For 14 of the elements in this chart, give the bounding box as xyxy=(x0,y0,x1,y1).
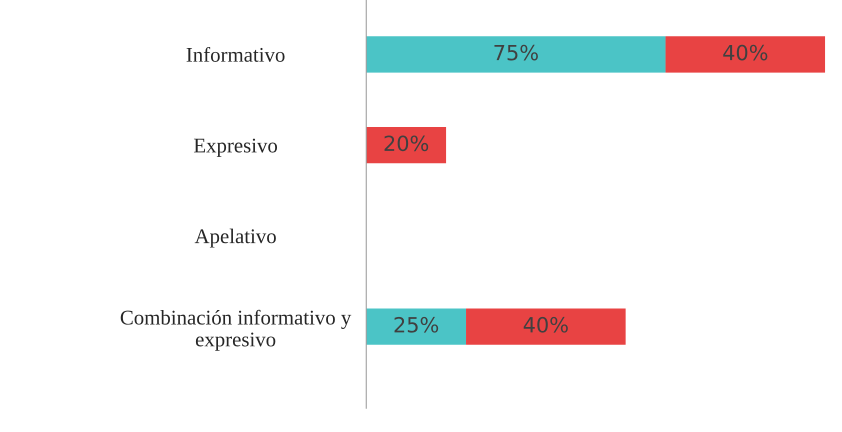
data-label: 40% xyxy=(723,44,768,60)
bar xyxy=(466,308,626,345)
data-label: 40% xyxy=(524,316,568,333)
bar xyxy=(366,308,466,345)
y-tick-label: Combinación informativo y expresivo xyxy=(120,310,352,351)
data-label: 25% xyxy=(394,316,438,333)
bar xyxy=(666,36,826,73)
bar xyxy=(366,36,666,73)
bar xyxy=(366,127,446,164)
y-tick-label: Informativo xyxy=(186,46,285,62)
y-tick-label: Expresivo xyxy=(194,138,278,157)
data-label: 75% xyxy=(494,44,538,60)
y-tick-label: Apelativo xyxy=(194,228,276,248)
data-label: 20% xyxy=(384,135,428,152)
